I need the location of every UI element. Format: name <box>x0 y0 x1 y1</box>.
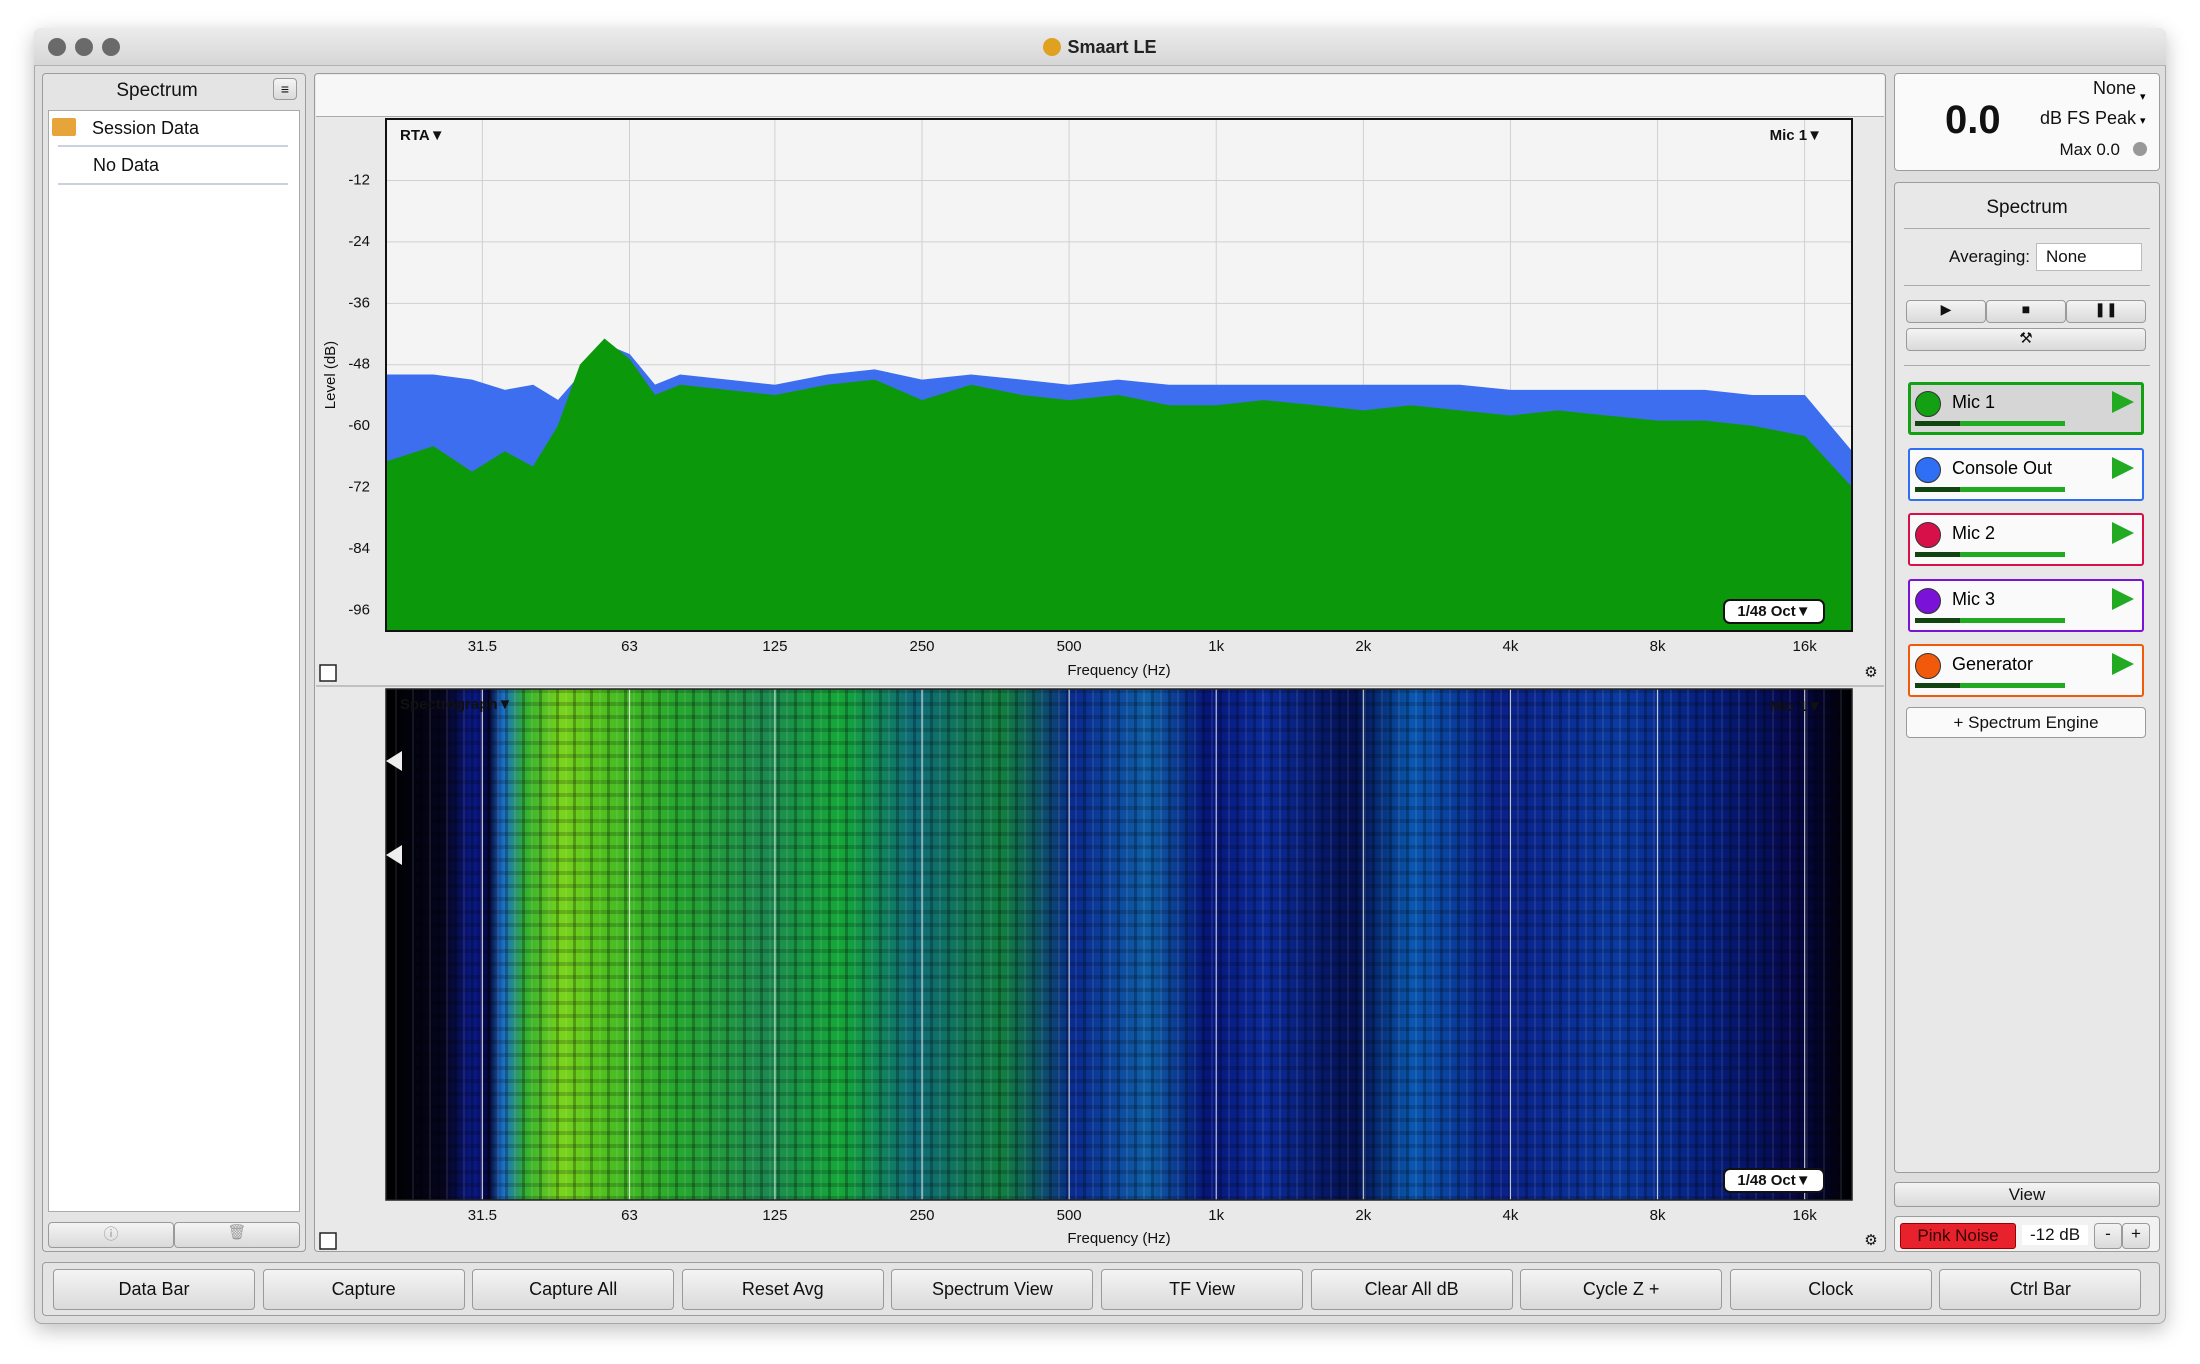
toolbar-label[interactable]: Ctrl Bar <box>2009 1279 2071 1299</box>
tools-button[interactable]: ⚒ <box>1906 328 2146 351</box>
channel-play[interactable] <box>2112 391 2134 413</box>
plot-toolbar <box>316 75 1884 117</box>
toolbar-label[interactable]: Clear All dB <box>1364 1279 1459 1299</box>
meter-max: Max 0.0 <box>2059 140 2120 159</box>
averaging-value[interactable]: None <box>2046 247 2087 266</box>
toolbar-button[interactable]: Reset Avg <box>681 1269 884 1310</box>
channel-row[interactable] <box>1908 513 2144 566</box>
minus-label[interactable]: - <box>2105 1224 2111 1243</box>
channel-level <box>1915 421 2065 426</box>
channel-name[interactable]: Mic 2 <box>1952 523 1996 543</box>
title-bar: Smaart LE <box>34 28 2166 66</box>
generator-level[interactable]: -12 dB <box>2022 1225 2088 1245</box>
toolbar-label[interactable]: Cycle Z + <box>1582 1279 1660 1299</box>
pause-button[interactable]: ❚❚ <box>2066 300 2146 323</box>
meter-source[interactable]: None <box>2092 78 2136 98</box>
toolbar-button[interactable]: TF View <box>1101 1269 1303 1310</box>
toolbar-button[interactable]: Capture All <box>472 1269 675 1310</box>
toolbar-button[interactable]: Ctrl Bar <box>1939 1269 2142 1310</box>
toolbar-label[interactable]: Reset Avg <box>741 1279 824 1299</box>
meter <box>1894 73 2160 171</box>
channel-level <box>1915 552 2065 557</box>
play-button[interactable]: ▶ <box>1906 300 1986 323</box>
level-down[interactable]: - <box>2094 1223 2122 1249</box>
level-up[interactable]: + <box>2122 1223 2150 1249</box>
minimize-button[interactable] <box>75 38 93 56</box>
spectrograph-texture <box>386 689 1852 1200</box>
sidebar-title: Spectrum <box>116 80 198 101</box>
toolbar-label[interactable]: TF View <box>1169 1279 1235 1299</box>
meter-unit[interactable]: dB FS Peak <box>2039 108 2136 128</box>
channel-level <box>1915 617 2065 623</box>
toolbar-button[interactable]: Clock <box>1729 1269 1932 1310</box>
view-button[interactable]: View <box>1894 1182 2160 1207</box>
toolbar-label[interactable]: Capture All <box>529 1279 618 1299</box>
info-button[interactable]: ⓘ <box>48 1222 174 1248</box>
dropdown-arrow: ▾ <box>2140 115 2146 127</box>
delete-button[interactable]: 🗑 <box>174 1222 300 1248</box>
divider <box>58 145 288 147</box>
clip-led <box>2133 142 2147 156</box>
sidebar-menu[interactable]: ≡ <box>273 78 297 100</box>
channel-play[interactable] <box>2112 587 2134 610</box>
channel-row[interactable] <box>1908 447 2144 501</box>
channel-level <box>1915 683 2065 688</box>
toolbar-button[interactable]: Clear All dB <box>1310 1269 1513 1310</box>
channel-color <box>1915 456 1941 483</box>
divider <box>58 183 288 185</box>
add-engine-label[interactable]: + Spectrum Engine <box>1953 713 2099 732</box>
session-item[interactable]: No Data <box>93 155 160 175</box>
plus-label[interactable]: + <box>2131 1224 2141 1243</box>
generator-label[interactable]: Pink Noise <box>1917 1226 1999 1245</box>
channel-play[interactable] <box>2112 456 2134 479</box>
averaging-label: Averaging: <box>1949 247 2030 266</box>
session-list <box>48 110 300 1212</box>
channel-name[interactable]: Generator <box>1952 654 2034 674</box>
toolbar-button[interactable]: Capture <box>262 1269 465 1310</box>
control-title: Spectrum <box>1986 197 2068 218</box>
session-item[interactable]: Session Data <box>92 118 200 138</box>
divider <box>1904 228 2150 229</box>
toolbar-label[interactable]: Data Bar <box>118 1279 190 1299</box>
channel-play[interactable] <box>2112 522 2134 544</box>
toolbar-label[interactable]: Clock <box>1808 1279 1854 1299</box>
divider <box>1904 365 2150 366</box>
toolbar-button[interactable]: Cycle Z + <box>1520 1269 1723 1310</box>
channel-row[interactable] <box>1908 382 2144 435</box>
add-engine-button[interactable]: + Spectrum Engine <box>1906 707 2146 738</box>
stop-button[interactable]: ■ <box>1986 300 2066 323</box>
channel-color <box>1915 653 1941 679</box>
toolbar-button[interactable]: Data Bar <box>53 1269 255 1310</box>
generator-button[interactable]: Pink Noise <box>1900 1223 2016 1249</box>
channel-row[interactable] <box>1908 644 2144 697</box>
window-title: Smaart LE <box>1067 37 1157 57</box>
channel-name[interactable]: Mic 3 <box>1952 588 1996 609</box>
divider <box>1904 285 2150 286</box>
view-label[interactable]: View <box>2008 1185 2046 1204</box>
dropdown-arrow: ▾ <box>2140 91 2146 103</box>
channel-color <box>1915 587 1941 614</box>
channel-play[interactable] <box>2112 653 2134 675</box>
folder-icon <box>52 118 76 136</box>
toolbar-label[interactable]: Capture <box>331 1279 396 1299</box>
channel-name[interactable]: Console Out <box>1952 457 2053 478</box>
meter-value: 0.0 <box>1945 98 2001 142</box>
channel-level <box>1915 486 2065 492</box>
app-icon <box>1043 38 1062 56</box>
channel-row[interactable] <box>1908 578 2144 632</box>
toolbar-label[interactable]: Spectrum View <box>932 1279 1053 1299</box>
zoom-button[interactable] <box>102 38 120 56</box>
channel-color <box>1915 391 1941 417</box>
toolbar-button[interactable]: Spectrum View <box>891 1269 1094 1310</box>
close-button[interactable] <box>48 38 66 56</box>
channel-color <box>1915 522 1941 548</box>
channel-name[interactable]: Mic 1 <box>1952 392 1996 412</box>
averaging-select[interactable] <box>2036 243 2142 271</box>
